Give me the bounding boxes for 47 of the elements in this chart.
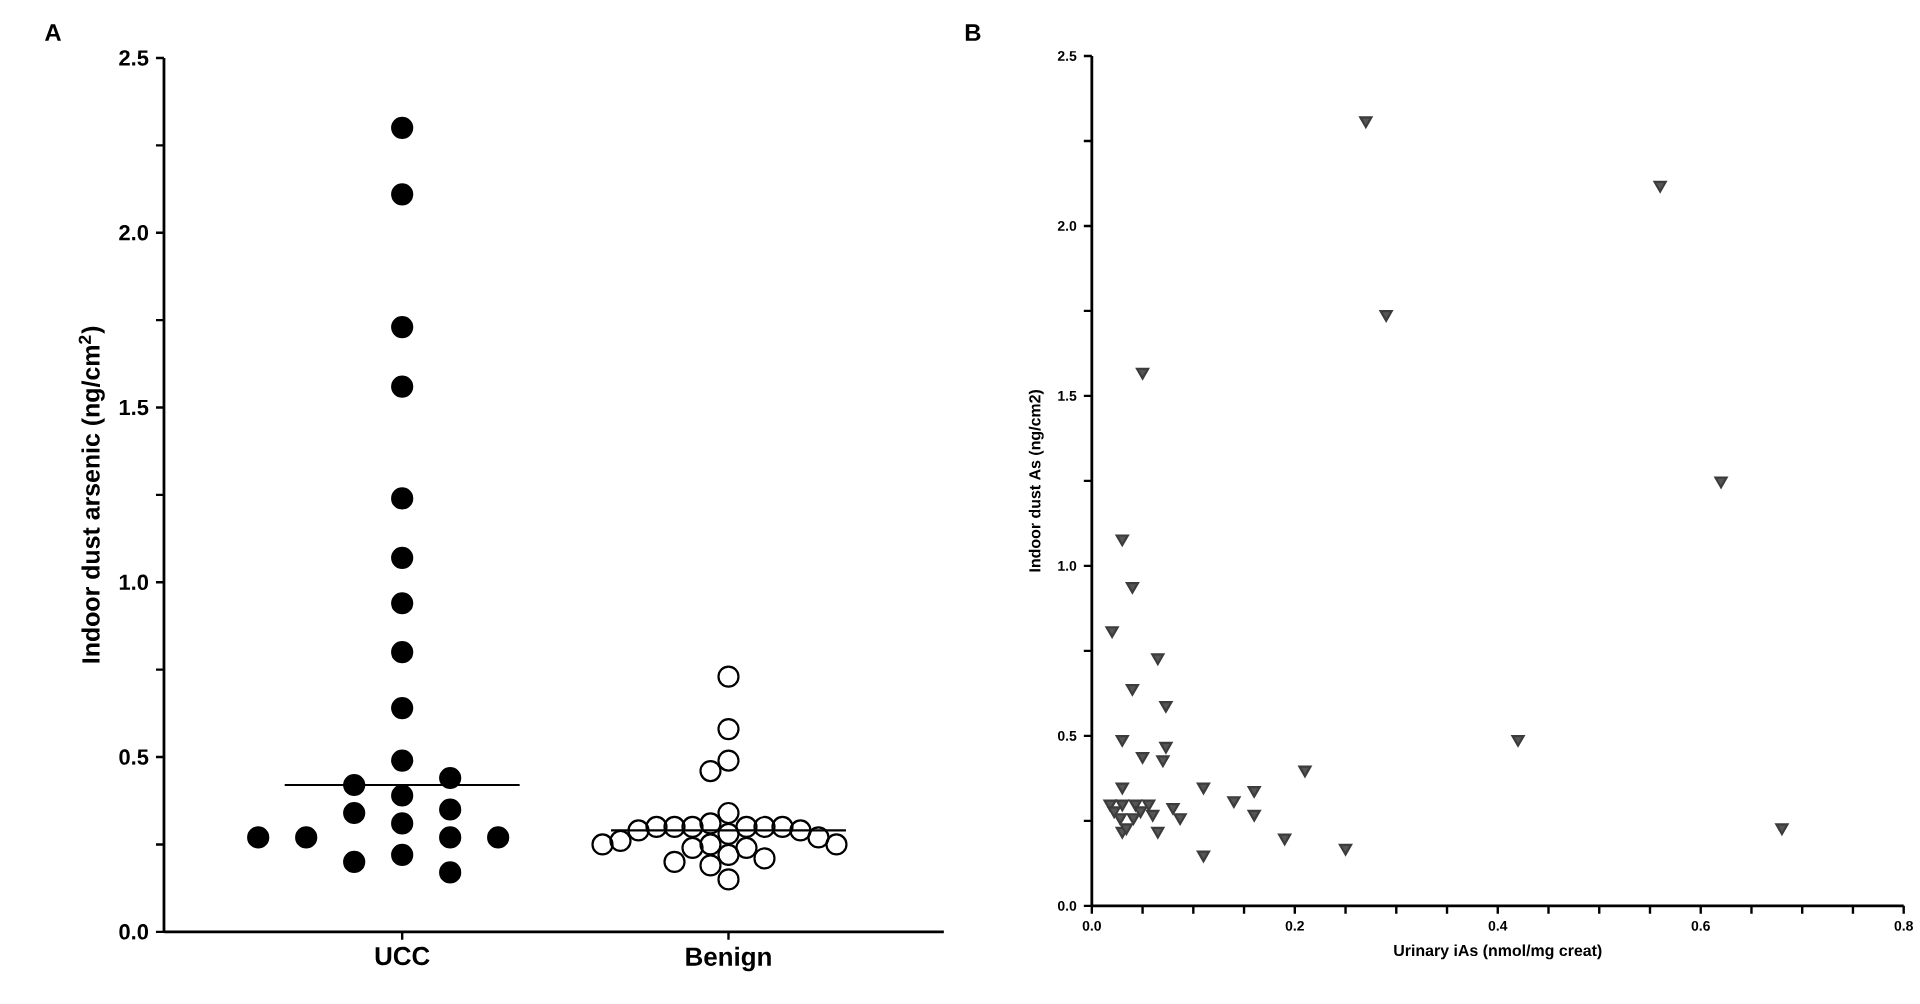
point — [1166, 803, 1180, 815]
point — [1173, 813, 1187, 826]
point — [1511, 735, 1525, 747]
point — [1142, 799, 1156, 812]
point — [1146, 809, 1160, 822]
point — [1119, 823, 1133, 836]
y-tick-label: 2.5 — [119, 50, 149, 66]
point — [1298, 765, 1312, 778]
point — [1125, 582, 1140, 594]
x-tick-label: UCC — [375, 946, 430, 966]
y-tick-label: 0.5 — [119, 749, 149, 765]
point — [1359, 116, 1373, 129]
point — [1775, 823, 1789, 836]
point — [1115, 782, 1129, 795]
point — [1113, 813, 1127, 826]
point — [1133, 806, 1148, 819]
point — [1126, 813, 1141, 826]
point — [1247, 786, 1261, 798]
point — [1159, 701, 1173, 713]
point — [1151, 826, 1165, 839]
point — [1196, 782, 1211, 795]
point — [1105, 626, 1119, 639]
point — [1135, 752, 1150, 764]
y-axis-title: Indoor dust arsenic (ng/cm$^{2}$) — [78, 326, 105, 663]
point — [1135, 367, 1150, 380]
point — [1125, 684, 1140, 696]
point — [1115, 735, 1129, 747]
point — [1156, 755, 1170, 768]
chart-title: A — [44, 24, 62, 41]
x-tick-label: Benign — [686, 946, 771, 972]
y-tick-label: 2.0 — [119, 225, 149, 241]
point — [1196, 850, 1211, 863]
point — [1115, 534, 1129, 547]
point — [1227, 796, 1241, 809]
point — [1159, 741, 1173, 754]
point — [1107, 806, 1121, 819]
point — [1278, 833, 1292, 846]
point — [1714, 476, 1728, 489]
chart-title: B — [965, 24, 981, 41]
y-tick-label: 1.5 — [119, 399, 149, 416]
point — [1653, 180, 1667, 193]
point — [1151, 653, 1165, 666]
point — [1379, 310, 1393, 322]
point — [1247, 809, 1261, 822]
point — [1115, 799, 1129, 812]
y-tick-label: 1.0 — [119, 574, 149, 591]
point — [1338, 843, 1353, 856]
